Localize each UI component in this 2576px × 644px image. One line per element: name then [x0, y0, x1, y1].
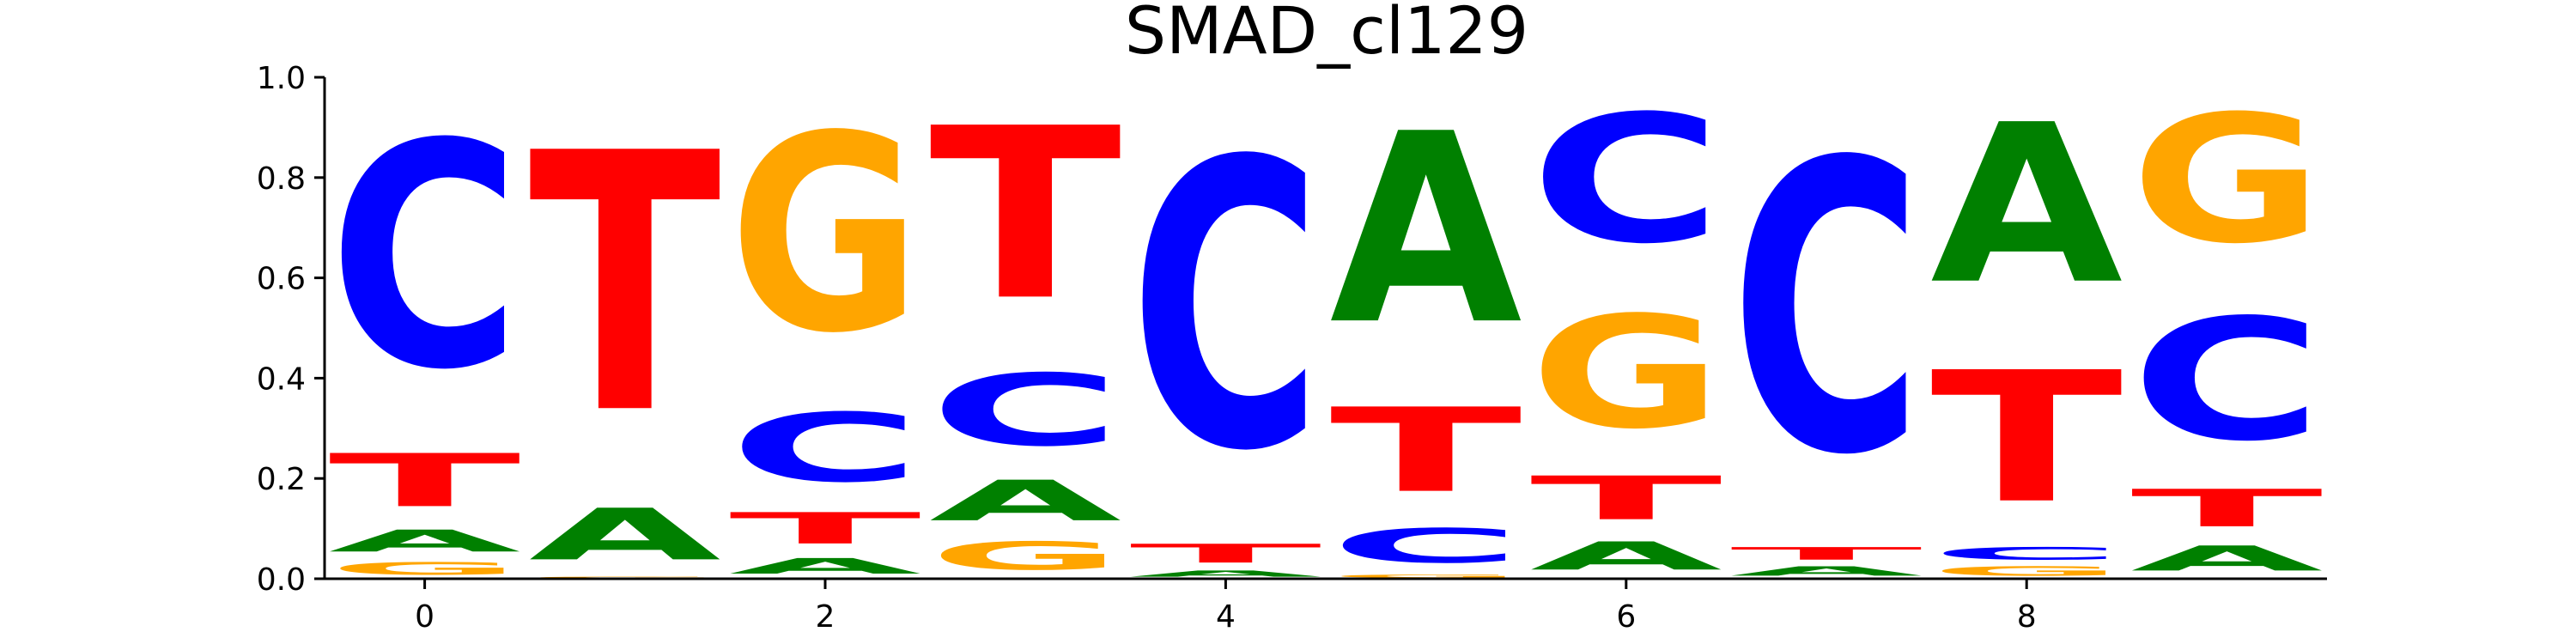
logo-letter-t: T	[1530, 464, 1722, 533]
logo-letter-a: A	[529, 494, 721, 576]
logo-letter-g: G	[1930, 564, 2123, 579]
logo-letter-t: T	[329, 439, 521, 524]
logo-letter-a: A	[1530, 534, 1722, 579]
logo-letter-c: C	[329, 78, 521, 437]
logo-letter-c: C	[729, 393, 921, 503]
y-tick-label: 1.0	[257, 61, 306, 96]
logo-letter-g: G	[729, 79, 921, 392]
logo-letter-g: G	[2130, 77, 2323, 283]
x-tick-label: 4	[1216, 599, 1236, 635]
logo-letter-t: T	[529, 79, 723, 493]
logo-letter-t: T	[2130, 478, 2323, 538]
y-ticks: 0.0 0.2 0.4 0.6 0.8 1.0	[257, 61, 325, 598]
y-tick-label: 0.6	[257, 262, 306, 297]
y-tick-label: 0.0	[257, 562, 306, 598]
x-tick-label: 8	[2017, 599, 2037, 635]
logo-letter-c: C	[1530, 78, 1722, 283]
logo-letter-a: A	[329, 524, 521, 559]
logo-letter-g: G	[929, 534, 1121, 579]
logo-letter-a: A	[1730, 564, 1923, 579]
logo-letter-a: A	[2130, 538, 2323, 579]
logo-letter-t: T	[729, 504, 921, 554]
logo-letter-t: T	[1730, 544, 1923, 563]
logo-letter-c: C	[1730, 77, 1923, 542]
chart-title: SMAD_cl129	[1125, 0, 1528, 69]
axes	[323, 77, 2327, 580]
logo-letter-a: A	[729, 554, 921, 579]
x-tick-label: 6	[1616, 599, 1636, 635]
logo-letter-c: C	[1930, 544, 2123, 563]
x-tick-label: 0	[415, 599, 434, 635]
x-tick-label: 2	[816, 599, 835, 635]
logo-letter-g: G	[329, 559, 521, 579]
logo-letter-t: T	[929, 78, 1123, 352]
logo-letter-t: T	[1930, 333, 2124, 543]
logo-letter-g: G	[1530, 284, 1722, 464]
logo-letter-g: G	[1330, 574, 1522, 579]
logo-letter-t: T	[1129, 538, 1321, 568]
y-tick-label: 0.4	[257, 361, 306, 397]
logo-letter-a: A	[1129, 568, 1321, 579]
logo-letter-c: C	[1129, 78, 1321, 538]
y-tick-label: 0.8	[257, 161, 306, 197]
logo-letter-a: A	[1930, 78, 2124, 332]
logo-letter-a: A	[929, 469, 1121, 534]
logo-letter-c: C	[2130, 283, 2323, 478]
logo-letter-c: C	[1330, 519, 1522, 574]
x-ticks: 0 2 4 6 8	[415, 579, 2037, 635]
logo-letter-c: C	[929, 354, 1121, 468]
logo-letter-t: T	[1330, 384, 1522, 519]
logo-letter-a: A	[1330, 78, 1524, 383]
y-tick-label: 0.2	[257, 462, 306, 497]
